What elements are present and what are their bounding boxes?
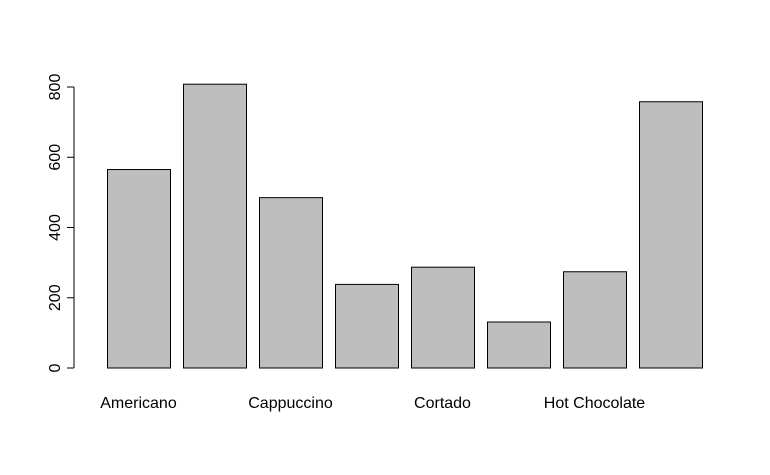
y-tick-label: 800 — [47, 74, 64, 101]
y-tick-label: 400 — [47, 214, 64, 241]
x-category-label: Americano — [100, 395, 177, 412]
bar — [259, 197, 323, 369]
bar — [107, 169, 171, 369]
y-tick-label: 0 — [47, 363, 64, 372]
y-axis: 0 200 400 600 800 — [47, 74, 75, 372]
x-category-label: Cortado — [414, 395, 471, 412]
y-tick-label: 600 — [47, 144, 64, 171]
bar — [411, 266, 475, 369]
bar — [487, 321, 551, 369]
x-axis-labels: Americano Cappuccino Cortado Hot Chocolate — [100, 395, 645, 412]
bars — [107, 83, 703, 369]
y-tick-label: 200 — [47, 284, 64, 311]
bar — [563, 271, 627, 369]
bar — [183, 83, 247, 369]
bar — [639, 101, 703, 369]
x-category-label: Hot Chocolate — [544, 395, 645, 412]
x-category-label: Cappuccino — [248, 395, 333, 412]
bar — [335, 283, 399, 369]
